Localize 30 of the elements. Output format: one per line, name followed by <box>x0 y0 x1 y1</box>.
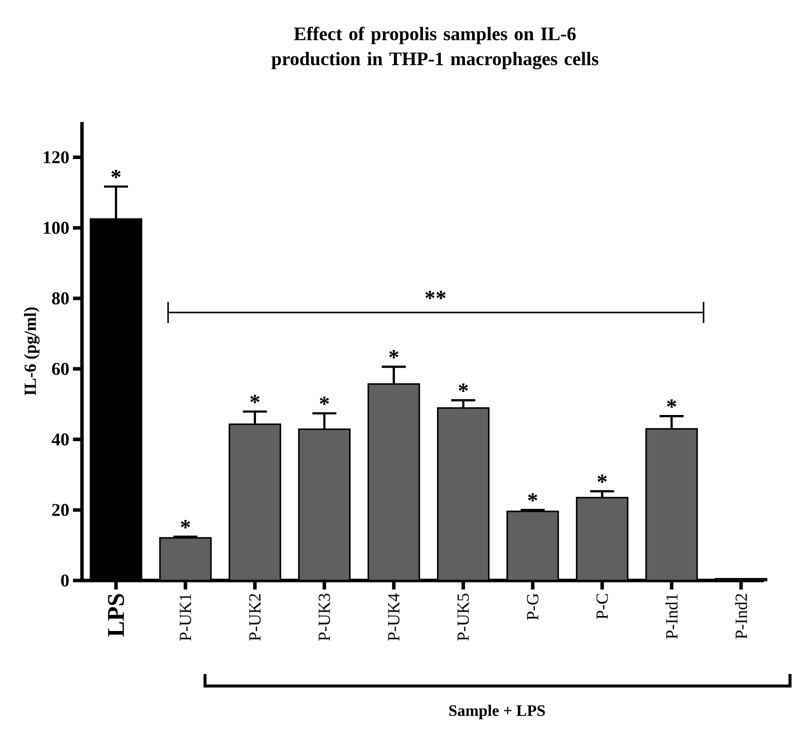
x-tick-label: P-UK2 <box>249 594 261 641</box>
y-tick-label: 0 <box>61 574 69 587</box>
x-tick-label: P-UK3 <box>318 594 330 641</box>
x-tick-label: P-G <box>526 594 538 620</box>
data-label: * <box>389 350 398 358</box>
x-tick-label: P-Ind2 <box>735 594 748 639</box>
x-tick-label: P-UK1 <box>180 594 192 641</box>
y-tick-label: 20 <box>52 504 69 516</box>
data-label: * <box>111 170 121 178</box>
x-tick-label: P-UK4 <box>388 593 400 641</box>
x-tick-label: P-Ind1 <box>666 594 678 639</box>
y-axis-title: IL-6 (pg/ml) <box>24 307 40 396</box>
x-axis-title: Sample + LPS <box>449 704 545 720</box>
y-tick-label: 120 <box>44 151 69 164</box>
annotation: ** <box>425 290 446 300</box>
x-tick-label: P-C <box>596 594 608 620</box>
x-tick-label: P-UK5 <box>458 594 469 641</box>
data-label: * <box>250 394 260 404</box>
y-tick-label: 80 <box>52 292 69 304</box>
data-label: * <box>458 384 468 392</box>
data-label: * <box>667 399 676 408</box>
y-tick-label: 100 <box>44 222 69 234</box>
data-label: * <box>320 396 329 405</box>
data-label: * <box>598 474 607 483</box>
y-tick-label: 60 <box>52 362 69 375</box>
y-tick-label: 40 <box>52 433 69 446</box>
data-label: * <box>528 493 538 502</box>
x-tick-label: LPS <box>108 594 124 637</box>
chart-title: Effect of propolis samples on IL-6 production in THP-1 macrophages cells <box>271 26 598 70</box>
data-label: * <box>180 520 190 528</box>
